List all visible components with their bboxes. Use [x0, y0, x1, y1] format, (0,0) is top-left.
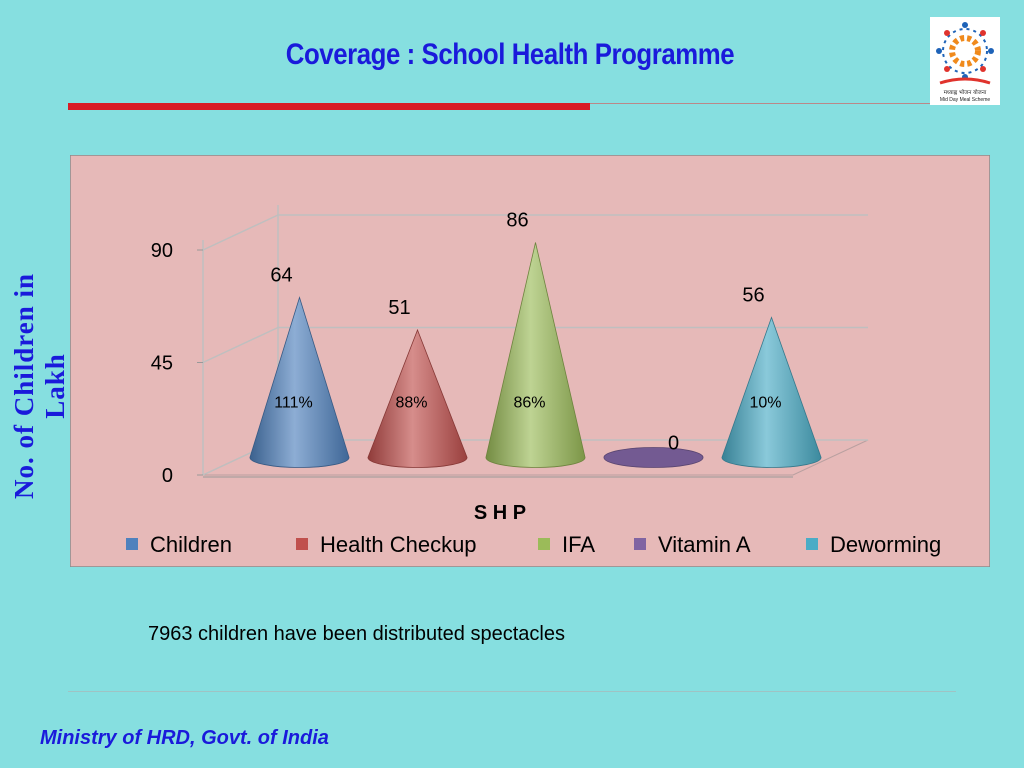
y-tick-label: 45: [151, 353, 173, 375]
cone-ifa: 86 86%: [485, 210, 586, 468]
cone-vitamin-a: 0: [603, 433, 704, 468]
grid-line-side: [202, 214, 279, 251]
legend-item-deworming: Deworming: [806, 532, 941, 557]
legend-label: Deworming: [830, 532, 941, 557]
spectacles-note: 7963 children have been distributed spec…: [148, 623, 565, 645]
legend-item-health-checkup: Health Checkup: [296, 532, 477, 557]
legend-label: Children: [150, 532, 232, 557]
y-axis-label: No. of Children in Lakh: [9, 272, 70, 500]
mid-day-meal-logo: मध्याह्न भोजन योजना Mid Day Meal Scheme: [930, 17, 1000, 105]
percent-label: 88%: [395, 395, 427, 412]
title-underline-thin: [590, 103, 930, 104]
cone-bar: [485, 242, 586, 468]
data-label: 0: [668, 433, 679, 455]
legend-item-vitamin-a: Vitamin A: [634, 532, 751, 557]
data-label: 64: [270, 265, 292, 287]
legend-swatch: [296, 538, 308, 550]
data-label: 86: [506, 210, 528, 232]
cone-bar: [721, 316, 822, 468]
legend-item-ifa: IFA: [538, 532, 595, 557]
footer-divider: [68, 691, 956, 692]
y-tick-label: 0: [162, 465, 173, 487]
logo-subtext: Mid Day Meal Scheme: [940, 97, 991, 103]
cone-bar: [367, 328, 468, 468]
title-underline-accent: [68, 103, 590, 110]
percent-label: 111%: [274, 395, 313, 412]
data-label: 56: [742, 285, 764, 307]
data-label: 51: [388, 297, 410, 319]
legend-item-children: Children: [126, 532, 232, 557]
cone-deworming: 56 10%: [721, 285, 822, 468]
cone-base: [603, 447, 704, 468]
legend-label: Health Checkup: [320, 532, 477, 557]
legend-swatch: [806, 538, 818, 550]
legend-label: Vitamin A: [658, 532, 751, 557]
slide-title: Coverage : School Health Programme: [285, 38, 735, 71]
cone-bar: [249, 296, 350, 468]
legend-label: IFA: [562, 532, 595, 557]
footer-ministry: Ministry of HRD, Govt. of India: [40, 727, 329, 749]
percent-label: 86%: [513, 395, 545, 412]
cone-chart: 0 45 90 64 111% 51 88% 86 86% 0 56 10% S H P Child…: [69, 154, 991, 568]
logo-text: मध्याह्न भोजन योजना: [944, 89, 987, 96]
y-tick-label: 90: [151, 240, 173, 262]
legend-swatch: [126, 538, 138, 550]
legend-swatch: [538, 538, 550, 550]
legend-swatch: [634, 538, 646, 550]
chart-svg: 0 45 90 64 111% 51 88% 86 86% 0 56 10% S H P Child…: [69, 154, 991, 568]
cone-health-checkup: 51 88%: [367, 297, 468, 468]
percent-label: 10%: [749, 395, 781, 412]
x-axis-title: S H P: [474, 502, 526, 524]
cone-children: 64 111%: [249, 265, 350, 468]
grid-line-side: [202, 326, 279, 364]
